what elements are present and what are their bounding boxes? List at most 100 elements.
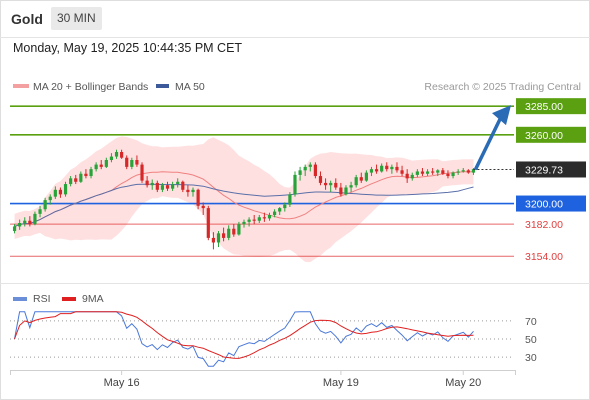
moving-average-layer xyxy=(14,171,474,227)
price-levels-layer xyxy=(10,105,514,257)
current-price-label: 3229.73 xyxy=(525,164,563,176)
candle-body xyxy=(308,164,312,167)
candle-body xyxy=(242,221,246,225)
candle-body xyxy=(89,169,93,177)
candle-body xyxy=(441,170,445,174)
candle-body xyxy=(420,171,425,174)
ma9-legend-label: 9MA xyxy=(82,293,104,305)
candle-body xyxy=(232,228,236,235)
candle-body xyxy=(436,170,440,173)
candle-body xyxy=(410,174,414,179)
x-axis-layer: May 16 May 19 May 20 xyxy=(10,370,516,389)
level-label-3200.00: 3200.00 xyxy=(525,199,563,211)
candle-body xyxy=(43,200,47,210)
candle-body xyxy=(109,156,114,161)
candle-body xyxy=(262,217,266,219)
candle-body xyxy=(69,178,73,185)
level-label-3154.00: 3154.00 xyxy=(525,251,563,263)
candle-body xyxy=(272,211,277,215)
rsi-legend-swatch xyxy=(13,297,27,301)
rsi-level-label: 70 xyxy=(525,316,537,328)
candle-body xyxy=(160,185,165,190)
level-badge-3260.00 xyxy=(516,126,586,143)
candle-body xyxy=(33,213,37,225)
candle-body xyxy=(385,165,389,170)
rsi-ma9-line xyxy=(14,311,474,359)
candle-body xyxy=(283,204,287,209)
candle-body xyxy=(23,220,27,224)
bb-legend-swatch xyxy=(13,84,29,88)
candle-body xyxy=(425,171,430,174)
x-axis-label: May 16 xyxy=(104,377,140,389)
candle-body xyxy=(318,176,323,183)
candle-body xyxy=(374,169,379,172)
candle-body xyxy=(216,233,221,243)
level-label-3285.00: 3285.00 xyxy=(525,101,563,113)
candle-body xyxy=(380,165,384,172)
candlestick-layer xyxy=(12,149,476,250)
candle-body xyxy=(125,157,129,167)
candle-body xyxy=(53,189,57,197)
candle-body xyxy=(63,184,68,195)
price-label-layer: 3285.00 3260.00 3200.00 3182.00 3154.00 3229.… xyxy=(516,98,586,263)
candle-body xyxy=(222,233,226,238)
candle-body xyxy=(84,173,88,177)
candle-body xyxy=(466,170,470,173)
candle-body xyxy=(329,182,333,186)
candle-body xyxy=(400,170,404,174)
current-price-badge xyxy=(516,161,586,178)
candle-body xyxy=(18,223,22,227)
candle-body xyxy=(74,178,78,182)
candle-body xyxy=(176,181,180,185)
candle-body xyxy=(227,228,231,238)
bb-legend-label: MA 20 + Bollinger Bands xyxy=(33,81,148,93)
candle-body xyxy=(94,164,98,170)
candle-body xyxy=(334,182,338,188)
candle-body xyxy=(359,177,363,181)
candle-body xyxy=(303,166,307,171)
level-badge-3285.00 xyxy=(516,98,586,115)
candle-body xyxy=(446,173,450,177)
candle-body xyxy=(323,182,328,186)
candle-body xyxy=(196,189,200,206)
bollinger-band-layer xyxy=(14,136,474,263)
candle-body xyxy=(339,187,343,195)
header-bar: Gold 30 MIN xyxy=(0,0,590,37)
candle-body xyxy=(58,189,63,195)
candle-body xyxy=(298,170,302,175)
candle-body xyxy=(206,208,210,238)
candle-body xyxy=(405,173,409,179)
candle-body xyxy=(247,219,251,222)
candle-body xyxy=(471,169,476,173)
candle-body xyxy=(415,171,419,175)
candle-body xyxy=(104,160,108,167)
rsi-level-label: 50 xyxy=(525,334,537,346)
candle-body xyxy=(38,209,42,214)
datetime-label: Monday, May 19, 2025 10:44:35 PM CET xyxy=(13,41,243,55)
candle-body xyxy=(114,151,119,157)
ma50-legend-label: MA 50 xyxy=(175,81,205,93)
candle-body xyxy=(130,160,134,167)
candle-body xyxy=(186,189,190,193)
candle-body xyxy=(451,172,455,177)
candle-body xyxy=(140,164,144,181)
rsi-panel-layer: 70 50 30 xyxy=(10,311,537,367)
level-label-3182.00: 3182.00 xyxy=(525,219,563,231)
candle-body xyxy=(461,170,465,172)
bollinger-band-area xyxy=(14,136,474,263)
level-badge-3200.00 xyxy=(516,195,586,212)
candle-body xyxy=(48,196,52,201)
rsi-level-label: 30 xyxy=(525,352,537,364)
candle-body xyxy=(28,220,32,225)
candle-body xyxy=(181,181,185,190)
rsi-legend-label: RSI xyxy=(33,293,51,305)
candle-body xyxy=(344,187,348,195)
candle-body xyxy=(252,219,256,221)
candle-body xyxy=(313,164,317,177)
timeframe-badge[interactable]: 30 MIN xyxy=(51,7,102,30)
candle-body xyxy=(431,171,435,173)
credit-label: Research © 2025 Trading Central xyxy=(424,81,581,93)
candle-body xyxy=(211,237,216,243)
